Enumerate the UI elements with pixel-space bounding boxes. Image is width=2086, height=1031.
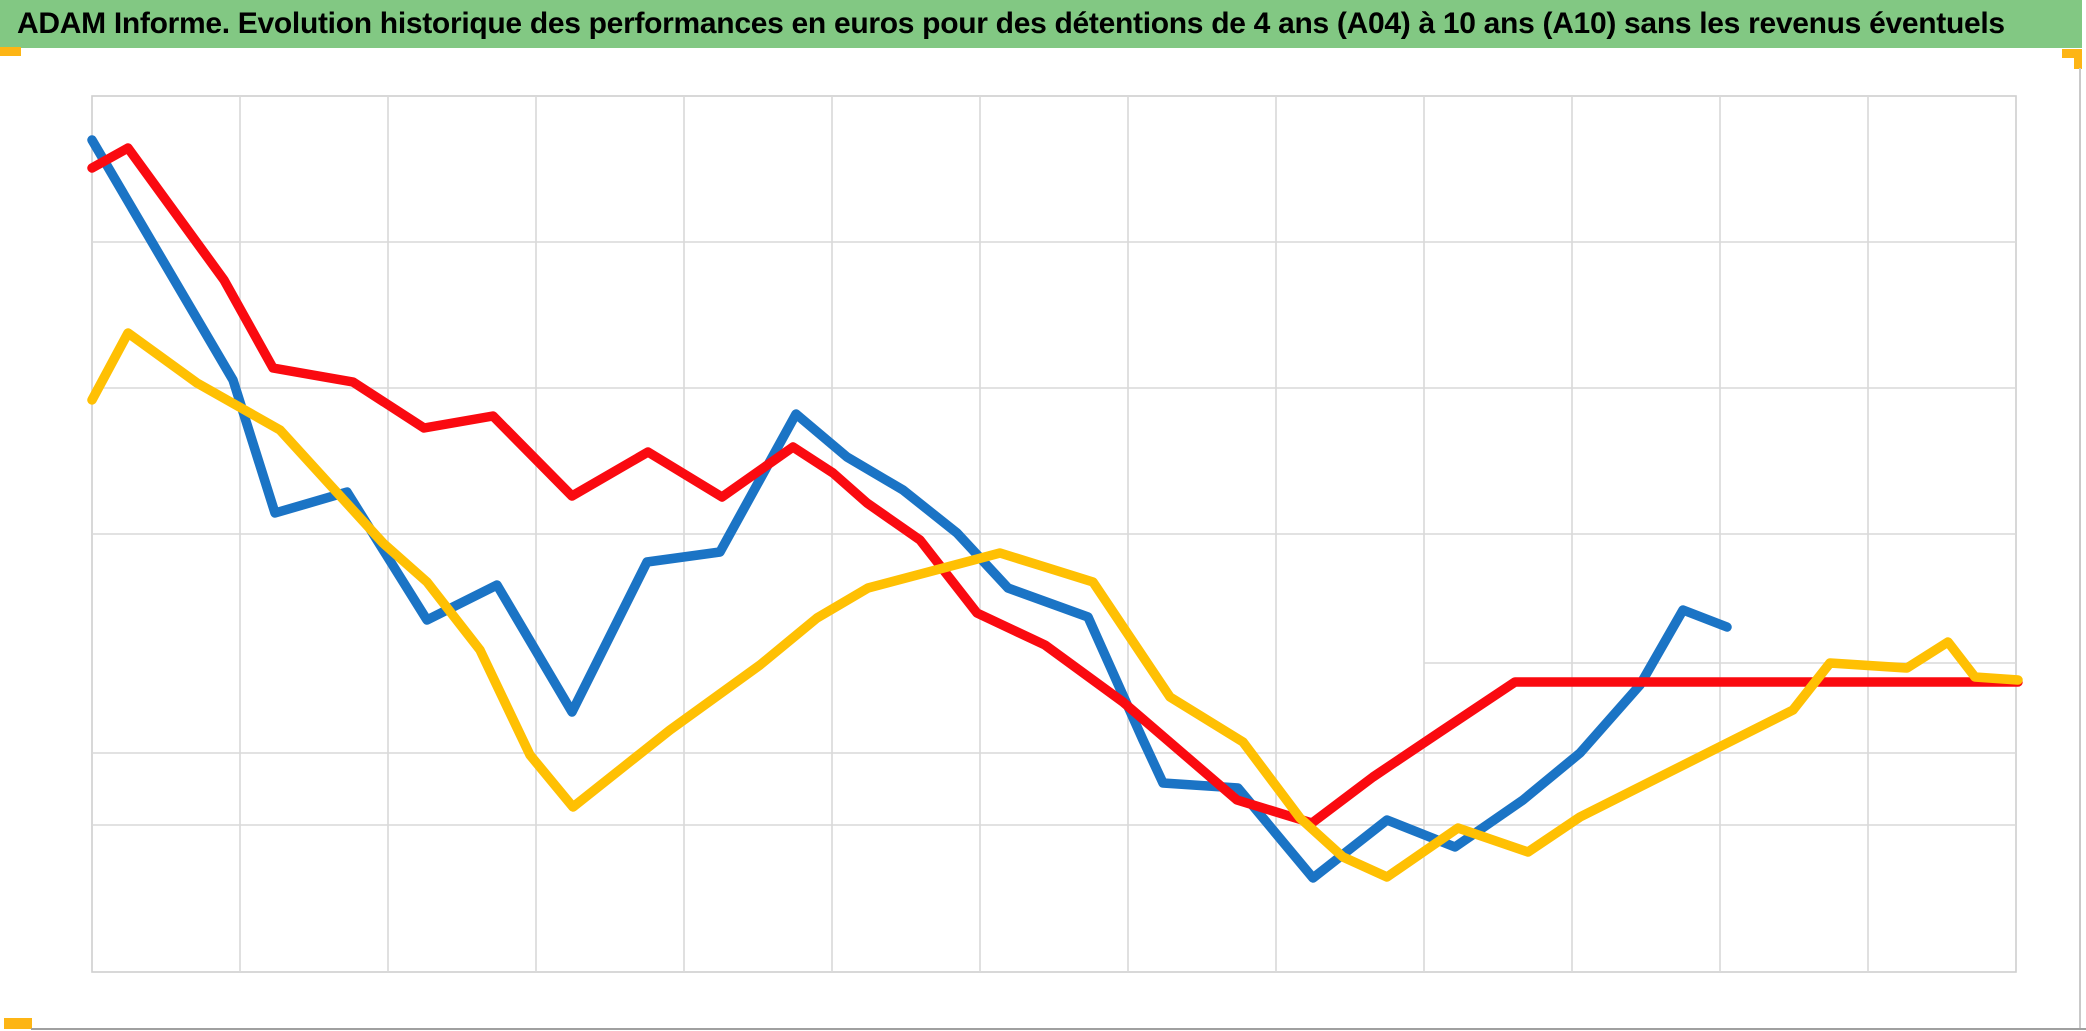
sheet-right-edge	[2079, 68, 2081, 1030]
chart-title: ADAM Informe. Evolution historique des p…	[17, 7, 2005, 40]
title-bar: ADAM Informe. Evolution historique des p…	[0, 0, 2082, 48]
selection-corner-top-right-vertical	[2074, 49, 2082, 69]
sheet-bottom-edge	[31, 1028, 2086, 1030]
yellow-line	[87, 328, 2023, 882]
red-line	[87, 143, 2023, 828]
selection-corner-top-right	[2062, 49, 2082, 58]
selection-corner-top-left	[0, 47, 21, 56]
selection-corner-bottom-left	[4, 1018, 32, 1029]
